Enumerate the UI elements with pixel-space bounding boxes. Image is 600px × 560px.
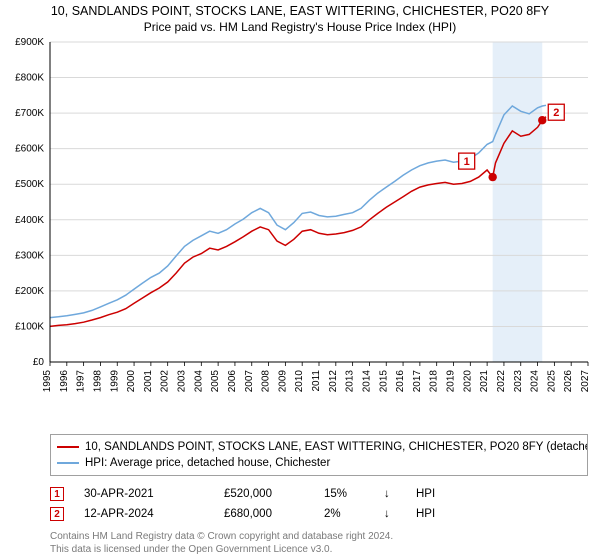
y-tick-label: £700K: [15, 108, 44, 119]
annotation-date: 12-APR-2024: [84, 508, 204, 520]
x-tick-label: 2001: [143, 370, 154, 393]
x-tick-label: 1999: [109, 370, 120, 393]
x-tick-label: 2021: [479, 370, 490, 393]
x-tick-label: 2004: [193, 370, 204, 393]
y-tick-label: £900K: [15, 37, 44, 48]
x-tick-label: 2012: [328, 370, 339, 393]
down-arrow-icon: ↓: [384, 508, 396, 520]
x-tick-label: 1997: [76, 370, 87, 393]
x-tick-label: 2005: [210, 370, 221, 393]
annotation-dot: [538, 116, 546, 124]
attribution-footer: Contains HM Land Registry data © Crown c…: [50, 531, 588, 556]
x-tick-label: 2011: [311, 370, 322, 392]
y-tick-label: £100K: [15, 321, 44, 332]
x-tick-label: 2023: [513, 370, 524, 393]
legend-series-row: 10, SANDLANDS POINT, STOCKS LANE, EAST W…: [57, 439, 581, 455]
x-tick-label: 2014: [361, 370, 372, 393]
x-tick-label: 2000: [126, 370, 137, 393]
series-property: [50, 117, 546, 327]
x-tick-label: 1996: [59, 370, 70, 393]
x-tick-label: 2013: [345, 370, 356, 393]
x-tick-label: 2008: [261, 370, 272, 393]
x-tick-label: 2020: [462, 370, 473, 393]
annotation-price: £520,000: [224, 488, 304, 500]
annotation-marker-number: 1: [464, 156, 470, 168]
down-arrow-icon: ↓: [384, 488, 396, 500]
legend-annotation-table: 1 30-APR-2021 £520,000 15% ↓ HPI 2 12-APR-2024 £…: [50, 484, 588, 524]
annotation-marker-number: 2: [553, 107, 559, 119]
x-tick-label: 2027: [580, 370, 591, 393]
title-subtitle: Price paid vs. HM Land Registry's House …: [0, 20, 600, 34]
annotation-pct: 15%: [324, 488, 364, 500]
annotation-date: 30-APR-2021: [84, 488, 204, 500]
highlight-band: [493, 42, 543, 362]
y-tick-label: £600K: [15, 144, 44, 155]
y-tick-label: £500K: [15, 179, 44, 190]
chart-title-block: 10, SANDLANDS POINT, STOCKS LANE, EAST W…: [0, 0, 600, 34]
x-tick-label: 1995: [42, 370, 53, 393]
x-tick-label: 2015: [378, 370, 389, 393]
x-tick-label: 2024: [530, 370, 541, 393]
y-tick-label: £0: [33, 357, 45, 368]
legend-swatch: [57, 462, 79, 464]
annotation-dot: [488, 173, 496, 181]
annotation-row-marker: 2: [50, 507, 64, 521]
annotation-vs-label: HPI: [416, 488, 435, 500]
annotation-price: £680,000: [224, 508, 304, 520]
annotation-row-marker: 1: [50, 487, 64, 501]
legend: 10, SANDLANDS POINT, STOCKS LANE, EAST W…: [50, 434, 588, 524]
x-tick-label: 1998: [92, 370, 103, 393]
y-tick-label: £300K: [15, 250, 44, 261]
x-tick-label: 2009: [277, 370, 288, 393]
footer-line2: This data is licensed under the Open Gov…: [50, 544, 588, 557]
title-address: 10, SANDLANDS POINT, STOCKS LANE, EAST W…: [0, 4, 600, 18]
chart-area: £0£100K£200K£300K£400K£500K£600K£700K£80…: [50, 42, 588, 394]
legend-series-label: 10, SANDLANDS POINT, STOCKS LANE, EAST W…: [85, 441, 588, 453]
series-hpi: [50, 105, 546, 317]
x-tick-label: 2007: [244, 370, 255, 393]
x-tick-label: 2006: [227, 370, 238, 393]
line-chart: £0£100K£200K£300K£400K£500K£600K£700K£80…: [50, 42, 588, 394]
x-tick-label: 2018: [429, 370, 440, 393]
x-tick-label: 2022: [496, 370, 507, 393]
legend-series-row: HPI: Average price, detached house, Chic…: [57, 455, 581, 471]
annotation-pct: 2%: [324, 508, 364, 520]
legend-series-label: HPI: Average price, detached house, Chic…: [85, 457, 330, 469]
annotation-row: 1 30-APR-2021 £520,000 15% ↓ HPI: [50, 484, 588, 504]
x-tick-label: 2019: [446, 370, 457, 393]
x-tick-label: 2017: [412, 370, 423, 393]
x-tick-label: 2010: [294, 370, 305, 393]
y-tick-label: £800K: [15, 73, 44, 84]
footer-line1: Contains HM Land Registry data © Crown c…: [50, 531, 588, 544]
legend-swatch: [57, 446, 79, 448]
annotation-row: 2 12-APR-2024 £680,000 2% ↓ HPI: [50, 504, 588, 524]
x-tick-label: 2026: [563, 370, 574, 393]
x-tick-label: 2003: [177, 370, 188, 393]
annotation-vs-label: HPI: [416, 508, 435, 520]
y-tick-label: £200K: [15, 286, 44, 297]
x-tick-label: 2016: [395, 370, 406, 393]
legend-series-box: 10, SANDLANDS POINT, STOCKS LANE, EAST W…: [50, 434, 588, 476]
x-tick-label: 2025: [546, 370, 557, 393]
x-tick-label: 2002: [160, 370, 171, 393]
y-tick-label: £400K: [15, 215, 44, 226]
